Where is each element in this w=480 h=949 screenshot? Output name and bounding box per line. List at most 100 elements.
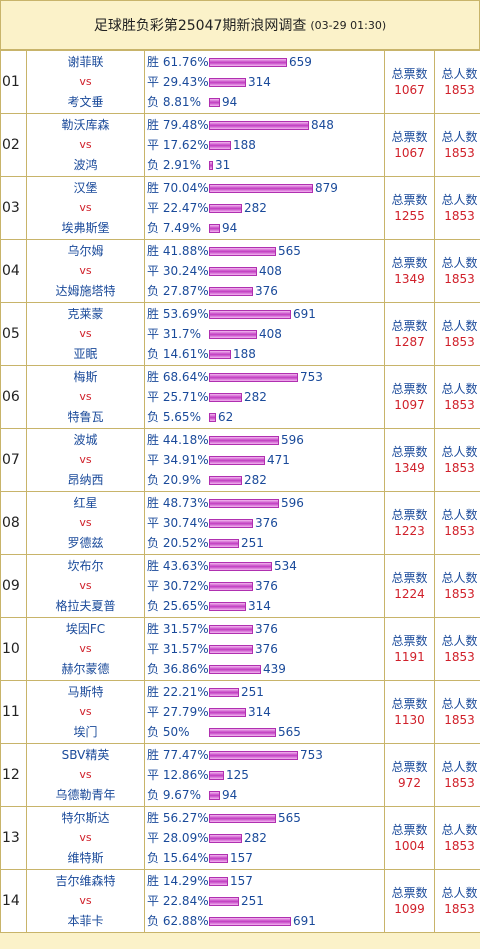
home-team[interactable]: 汉堡 [27, 178, 144, 198]
away-team[interactable]: 乌德勒青年 [27, 785, 144, 805]
home-team[interactable]: 吉尔维森特 [27, 871, 144, 891]
total-votes-cell: 总票数 1004 [385, 807, 435, 870]
away-team[interactable]: 昂纳西 [27, 470, 144, 490]
loss-bar [209, 917, 291, 926]
total-votes-label: 总票数 [385, 129, 434, 145]
win-stat: 胜 53.69% 691 [147, 304, 384, 324]
total-votes-value: 972 [385, 775, 434, 791]
draw-bar [209, 141, 231, 150]
draw-label: 平 [147, 705, 159, 719]
home-team[interactable]: 梅斯 [27, 367, 144, 387]
win-bar [209, 373, 298, 382]
vs-label: vs [27, 261, 144, 281]
total-people-label: 总人数 [435, 66, 480, 82]
loss-label: 负 [147, 158, 159, 172]
win-bar [209, 625, 253, 634]
draw-count: 282 [244, 198, 267, 218]
home-team[interactable]: SBV精英 [27, 745, 144, 765]
loss-bar [209, 413, 216, 422]
total-votes-value: 1097 [385, 397, 434, 413]
total-people-label: 总人数 [435, 444, 480, 460]
win-label: 胜 [147, 370, 159, 384]
vs-label: vs [27, 450, 144, 470]
draw-count: 282 [244, 828, 267, 848]
match-number: 09 [1, 555, 27, 618]
vote-stats: 胜 22.21% 251 平 27.79% 314 负 50% 565 [145, 681, 385, 744]
away-team[interactable]: 罗德兹 [27, 533, 144, 553]
home-team[interactable]: 乌尔姆 [27, 241, 144, 261]
total-votes-cell: 总票数 1349 [385, 429, 435, 492]
home-team[interactable]: 马斯特 [27, 682, 144, 702]
total-people-cell: 总人数 1853 [435, 618, 480, 681]
draw-label: 平 [147, 579, 159, 593]
away-team[interactable]: 埃门 [27, 722, 144, 742]
away-team[interactable]: 考文垂 [27, 92, 144, 112]
vote-stats: 胜 48.73% 596 平 30.74% 376 负 20.52% 251 [145, 492, 385, 555]
draw-count: 376 [255, 639, 278, 659]
loss-count: 31 [215, 155, 230, 175]
total-votes-label: 总票数 [385, 192, 434, 208]
total-people-cell: 总人数 1853 [435, 807, 480, 870]
match-number: 08 [1, 492, 27, 555]
draw-percent: 27.79% [163, 705, 209, 719]
win-label: 胜 [147, 811, 159, 825]
loss-label: 负 [147, 221, 159, 235]
win-count: 659 [289, 52, 312, 72]
total-people-label: 总人数 [435, 318, 480, 334]
home-team[interactable]: 特尔斯达 [27, 808, 144, 828]
draw-count: 408 [259, 324, 282, 344]
draw-percent: 12.86% [163, 768, 209, 782]
away-team[interactable]: 波鸿 [27, 155, 144, 175]
win-stat: 胜 43.63% 534 [147, 556, 384, 576]
home-team[interactable]: 埃因FC [27, 619, 144, 639]
away-team[interactable]: 埃弗斯堡 [27, 218, 144, 238]
total-votes-label: 总票数 [385, 759, 434, 775]
draw-stat: 平 22.47% 282 [147, 198, 384, 218]
away-team[interactable]: 达姆施塔特 [27, 281, 144, 301]
away-team[interactable]: 特鲁瓦 [27, 407, 144, 427]
home-team[interactable]: 波城 [27, 430, 144, 450]
total-votes-cell: 总票数 1130 [385, 681, 435, 744]
away-team[interactable]: 亚眠 [27, 344, 144, 364]
match-teams: 马斯特 vs 埃门 [27, 681, 145, 744]
draw-stat: 平 31.57% 376 [147, 639, 384, 659]
match-teams: 勒沃库森 vs 波鸿 [27, 114, 145, 177]
win-percent: 43.63% [163, 559, 209, 573]
total-people-value: 1853 [435, 901, 480, 917]
home-team[interactable]: 谢菲联 [27, 52, 144, 72]
home-team[interactable]: 克莱蒙 [27, 304, 144, 324]
away-team[interactable]: 格拉夫夏普 [27, 596, 144, 616]
vote-stats: 胜 44.18% 596 平 34.91% 471 负 20.9% 282 [145, 429, 385, 492]
loss-stat: 负 62.88% 691 [147, 911, 384, 931]
draw-bar [209, 708, 246, 717]
win-label: 胜 [147, 244, 159, 258]
loss-bar [209, 161, 213, 170]
away-team[interactable]: 本菲卡 [27, 911, 144, 931]
away-team[interactable]: 赫尔蒙德 [27, 659, 144, 679]
total-people-label: 总人数 [435, 759, 480, 775]
loss-bar [209, 791, 220, 800]
loss-bar [209, 728, 276, 737]
home-team[interactable]: 勒沃库森 [27, 115, 144, 135]
loss-stat: 负 2.91% 31 [147, 155, 384, 175]
win-percent: 68.64% [163, 370, 209, 384]
draw-stat: 平 29.43% 314 [147, 72, 384, 92]
home-team[interactable]: 坎布尔 [27, 556, 144, 576]
total-votes-label: 总票数 [385, 66, 434, 82]
win-percent: 22.21% [163, 685, 209, 699]
home-team[interactable]: 红星 [27, 493, 144, 513]
match-teams: 特尔斯达 vs 维特斯 [27, 807, 145, 870]
win-count: 753 [300, 367, 323, 387]
draw-count: 376 [255, 513, 278, 533]
loss-bar [209, 602, 246, 611]
win-count: 251 [241, 682, 264, 702]
total-people-value: 1853 [435, 586, 480, 602]
total-people-cell: 总人数 1853 [435, 177, 480, 240]
draw-label: 平 [147, 390, 159, 404]
win-percent: 70.04% [163, 181, 209, 195]
away-team[interactable]: 维特斯 [27, 848, 144, 868]
match-number: 02 [1, 114, 27, 177]
loss-label: 负 [147, 725, 159, 739]
total-people-value: 1853 [435, 523, 480, 539]
draw-count: 314 [248, 702, 271, 722]
